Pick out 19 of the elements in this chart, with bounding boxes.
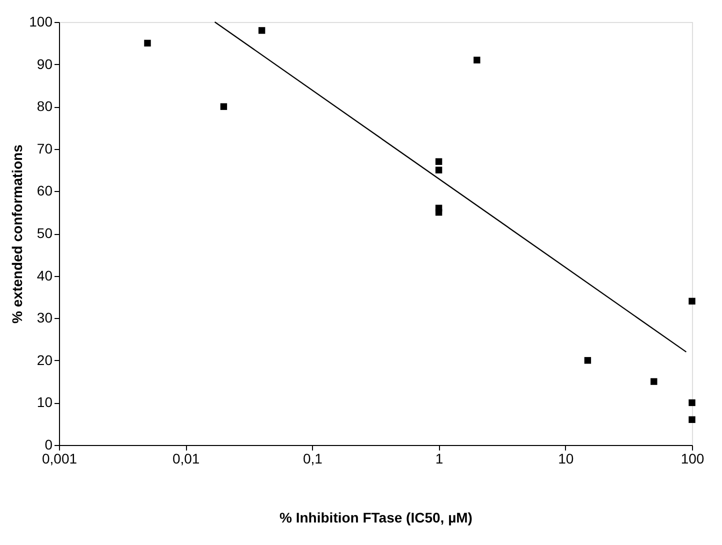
x-tick-label: 0,1 (302, 450, 323, 466)
x-tick-label: 10 (558, 450, 574, 466)
y-tick-label: 70 (36, 140, 53, 156)
x-tick-label: 1 (435, 450, 444, 466)
y-tick-label: 100 (29, 14, 53, 30)
y-tick-label: 10 (36, 394, 53, 410)
y-tick-label: 20 (36, 352, 53, 368)
y-tick-label: 60 (36, 182, 53, 199)
y-tick-label: 90 (36, 56, 53, 72)
y-tick-label: 40 (36, 267, 53, 284)
x-tick-label: 0,01 (172, 450, 200, 466)
y-tick-label: 80 (36, 98, 53, 114)
y-axis-title: % extended conformations (9, 144, 26, 324)
y-tick-label: 30 (36, 310, 53, 326)
y-tick-label: 0 (44, 436, 53, 452)
y-tick-label: 50 (36, 225, 53, 241)
x-tick-label: 0,001 (42, 450, 78, 466)
x-tick-label: 100 (680, 450, 704, 466)
x-axis-title: % Inhibition FTase (IC50, µM) (280, 510, 472, 526)
